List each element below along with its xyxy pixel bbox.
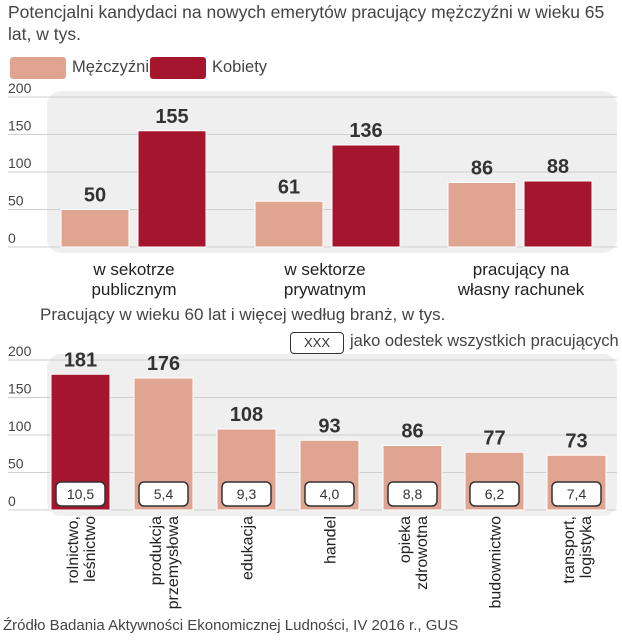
chart2-category-label: przemysłowa (165, 516, 182, 609)
chart2-share-box (387, 481, 438, 507)
chart2-share-label: 5,4 (154, 486, 174, 502)
chart1-y-tick-label: 200 (8, 80, 32, 96)
chart2-share-box (551, 481, 602, 507)
chart2-category-label: rolnictwo, (65, 516, 82, 584)
chart2-y-tick-label: 150 (8, 381, 32, 397)
chart1-title: Potencjalni kandydaci na nowych emerytów… (8, 2, 605, 44)
chart2-category-label: zdrowotna (414, 516, 431, 590)
chart2-y-tick-label: 100 (8, 418, 32, 434)
chart1-category-label: w sekotrze (92, 260, 174, 279)
chart1-y-tick-label: 50 (8, 193, 24, 209)
legend-label-women: Kobiety (212, 58, 268, 76)
chart1-category-label: pracujący na (473, 260, 570, 279)
chart2-share-box (221, 481, 272, 507)
chart2-y-tick-label: 200 (8, 343, 32, 359)
share-note-box: XXX (290, 332, 344, 354)
chart2-title: Pracujący w wieku 60 lat i więcej według… (40, 305, 446, 324)
chart1-bar-women (137, 130, 207, 248)
chart1-data-label: 136 (349, 120, 382, 142)
chart1-category-label: w sektorze (283, 260, 365, 279)
chart1-y-tick-label: 150 (8, 118, 32, 134)
chart2-y-tick-label: 50 (8, 456, 24, 472)
chart2-data-label: 86 (401, 421, 423, 443)
chart1-bar-men (447, 182, 517, 248)
chart2-category-label: transport, (561, 516, 578, 584)
chart2-category-label: opieka (397, 516, 414, 563)
chart2-share-label: 7,4 (567, 486, 587, 502)
chart2-share-box (55, 481, 106, 507)
chart2-data-label: 176 (147, 353, 180, 375)
legend-label-men: Mężczyźni (72, 58, 150, 76)
chart2-share-label: 4,0 (320, 486, 340, 502)
legend-swatch-men (10, 57, 66, 79)
chart2-category-label: leśnictwo (82, 516, 99, 582)
chart2-share-label: 10,5 (67, 486, 94, 502)
chart1-data-label: 86 (471, 158, 493, 180)
chart1-bar-women (523, 180, 593, 248)
chart1-y-tick-label: 0 (8, 230, 16, 246)
chart2-data-label: 181 (64, 349, 97, 371)
source-note: Źródło Badania Aktywności Ekonomicznej L… (3, 617, 459, 634)
chart1-data-label: 155 (155, 106, 188, 128)
share-note-text: jako odestek wszystkich pracujących (350, 332, 619, 350)
chart1-category-label: prywatnym (284, 280, 366, 299)
chart1-data-label: 50 (84, 185, 106, 207)
chart2-category-label: logistyka (578, 516, 595, 578)
chart1-category-label: własny rachunek (457, 280, 585, 299)
chart2-share-box (304, 481, 355, 507)
chart2-data-label: 73 (565, 430, 587, 452)
chart2-y-tick-label: 0 (8, 493, 16, 509)
chart2-category-label: edukacja (240, 516, 257, 580)
chart1-category-label: publicznym (91, 280, 176, 299)
chart2-data-label: 93 (318, 415, 340, 437)
chart2-share-box (138, 481, 189, 507)
chart1-bar-women (331, 144, 401, 248)
chart2-share-label: 9,3 (237, 486, 257, 502)
chart1-bar-men (254, 200, 324, 248)
legend-swatch-women (150, 57, 206, 79)
chart2-data-label: 108 (230, 404, 263, 426)
chart2-share-label: 8,8 (403, 486, 423, 502)
chart2-category-label: budownictwo (488, 516, 505, 609)
chart1-data-label: 61 (278, 176, 300, 198)
chart2-category-label: produkcja (148, 516, 165, 585)
chart2-category-label: handel (323, 516, 340, 564)
chart1-data-label: 88 (547, 156, 569, 178)
chart2-data-label: 77 (483, 427, 505, 449)
chart1-bar-men (60, 209, 130, 248)
chart2-share-box (469, 481, 520, 507)
chart1-y-tick-label: 100 (8, 155, 32, 171)
chart2-share-label: 6,2 (485, 486, 505, 502)
